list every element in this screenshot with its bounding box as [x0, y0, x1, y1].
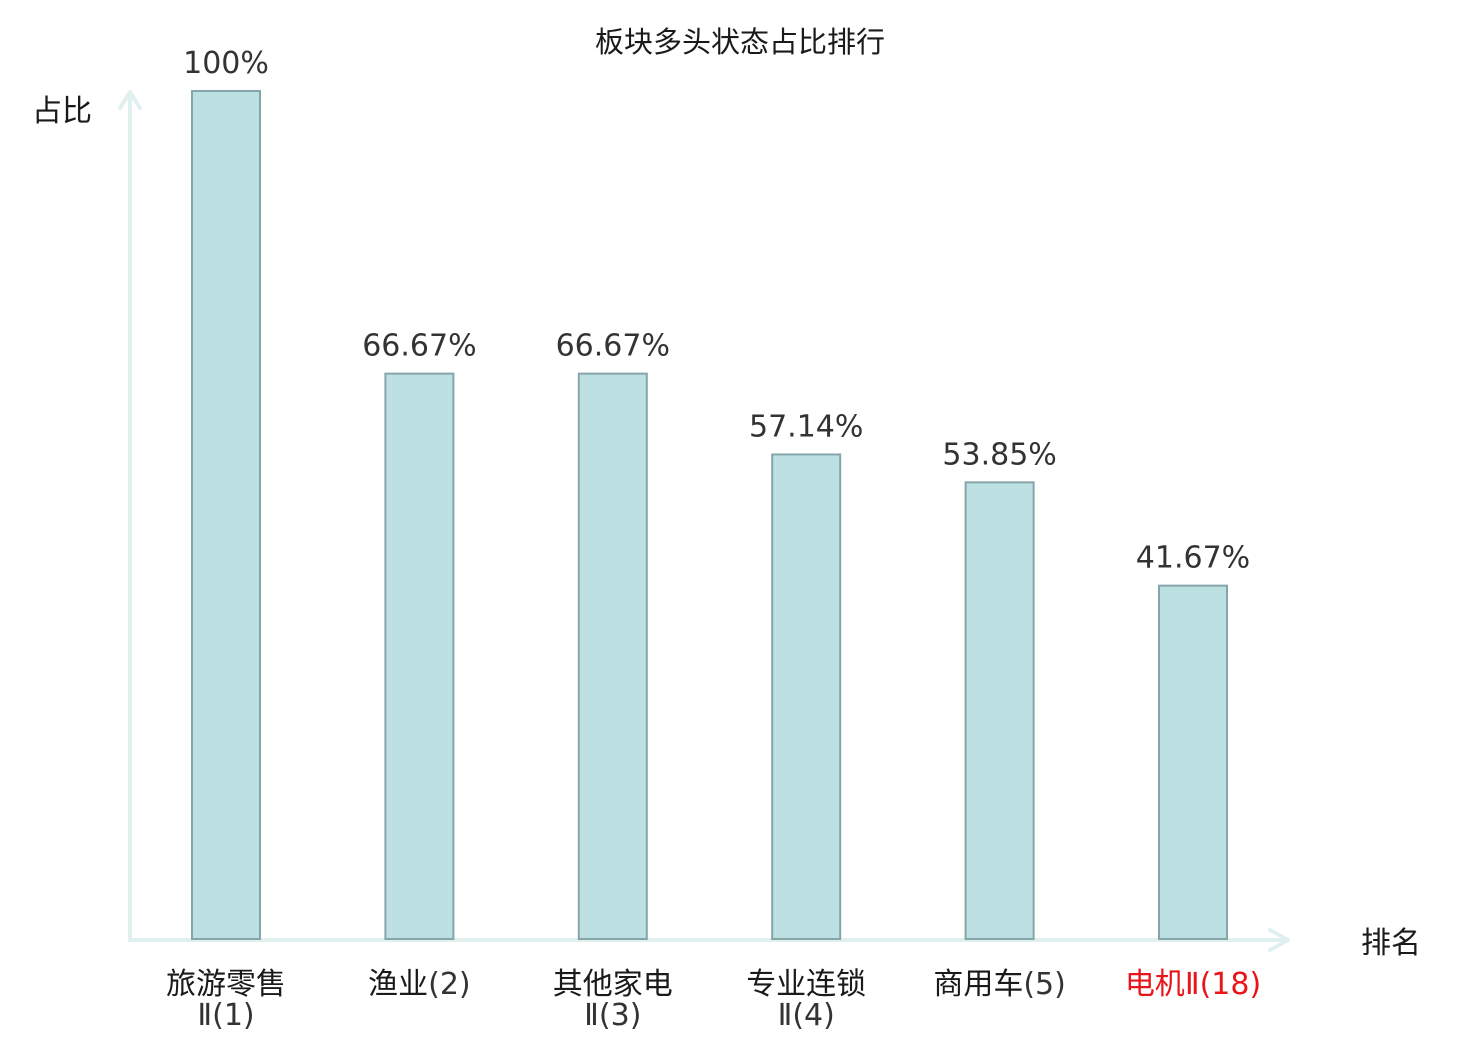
category-name: 电机 [1125, 967, 1185, 1002]
category-name: 专业连锁 [746, 967, 866, 1002]
category-rank: (5) [1023, 967, 1066, 1002]
value-label-2: 66.67% [362, 329, 476, 364]
value-label-6: 41.67% [1136, 541, 1250, 576]
category-name: 其他家电 [553, 967, 673, 1002]
category-name: 商用车 [933, 967, 1023, 1002]
category-label-1: 旅游零售 Ⅱ(1) [166, 967, 286, 1033]
bar-5 [964, 481, 1035, 940]
category-rank: Ⅱ(3) [584, 998, 641, 1033]
category-rank: Ⅱ(18) [1185, 967, 1261, 1002]
bar-1 [191, 90, 261, 940]
value-label-4: 57.14% [749, 409, 863, 444]
category-label-2: 渔业(2) [368, 967, 471, 1002]
category-name: 旅游零售 [166, 967, 286, 1002]
y-axis-arrow [118, 90, 142, 110]
category-rank: Ⅱ(4) [778, 998, 835, 1033]
value-label-5: 53.85% [942, 437, 1056, 472]
category-label-6: 电机Ⅱ(18) [1125, 967, 1261, 1002]
category-labels-group: 旅游零售 Ⅱ(1)渔业(2) 其他家电 Ⅱ(3)专业连锁 Ⅱ(4)商用车(5) 电机Ⅱ(1… [166, 967, 1261, 1033]
chart-title: 板块多头状态占比排行 [595, 25, 885, 59]
value-label-1: 100% [183, 46, 269, 81]
category-label-3: 其他家电 Ⅱ(3) [553, 967, 673, 1033]
bar-2 [384, 372, 455, 940]
category-label-4: 专业连锁 Ⅱ(4) [746, 967, 866, 1033]
x-axis-label: 排名 [1361, 926, 1421, 961]
value-label-3: 66.67% [556, 329, 670, 364]
y-axis-label: 占比 [32, 94, 92, 129]
category-rank: Ⅱ(1) [197, 998, 254, 1033]
bar-4 [771, 453, 842, 940]
bar-3 [577, 372, 648, 940]
category-label-5: 商用车(5) [933, 967, 1066, 1002]
value-labels-group: 100% 66.67% 66.67% 57.14% 53.85% 41.67% [183, 46, 1250, 576]
category-rank: (2) [428, 967, 471, 1002]
x-axis-arrow [1268, 928, 1290, 952]
bar-6 [1158, 584, 1228, 941]
category-name: 渔业 [368, 967, 428, 1002]
bars-group [191, 90, 1228, 941]
